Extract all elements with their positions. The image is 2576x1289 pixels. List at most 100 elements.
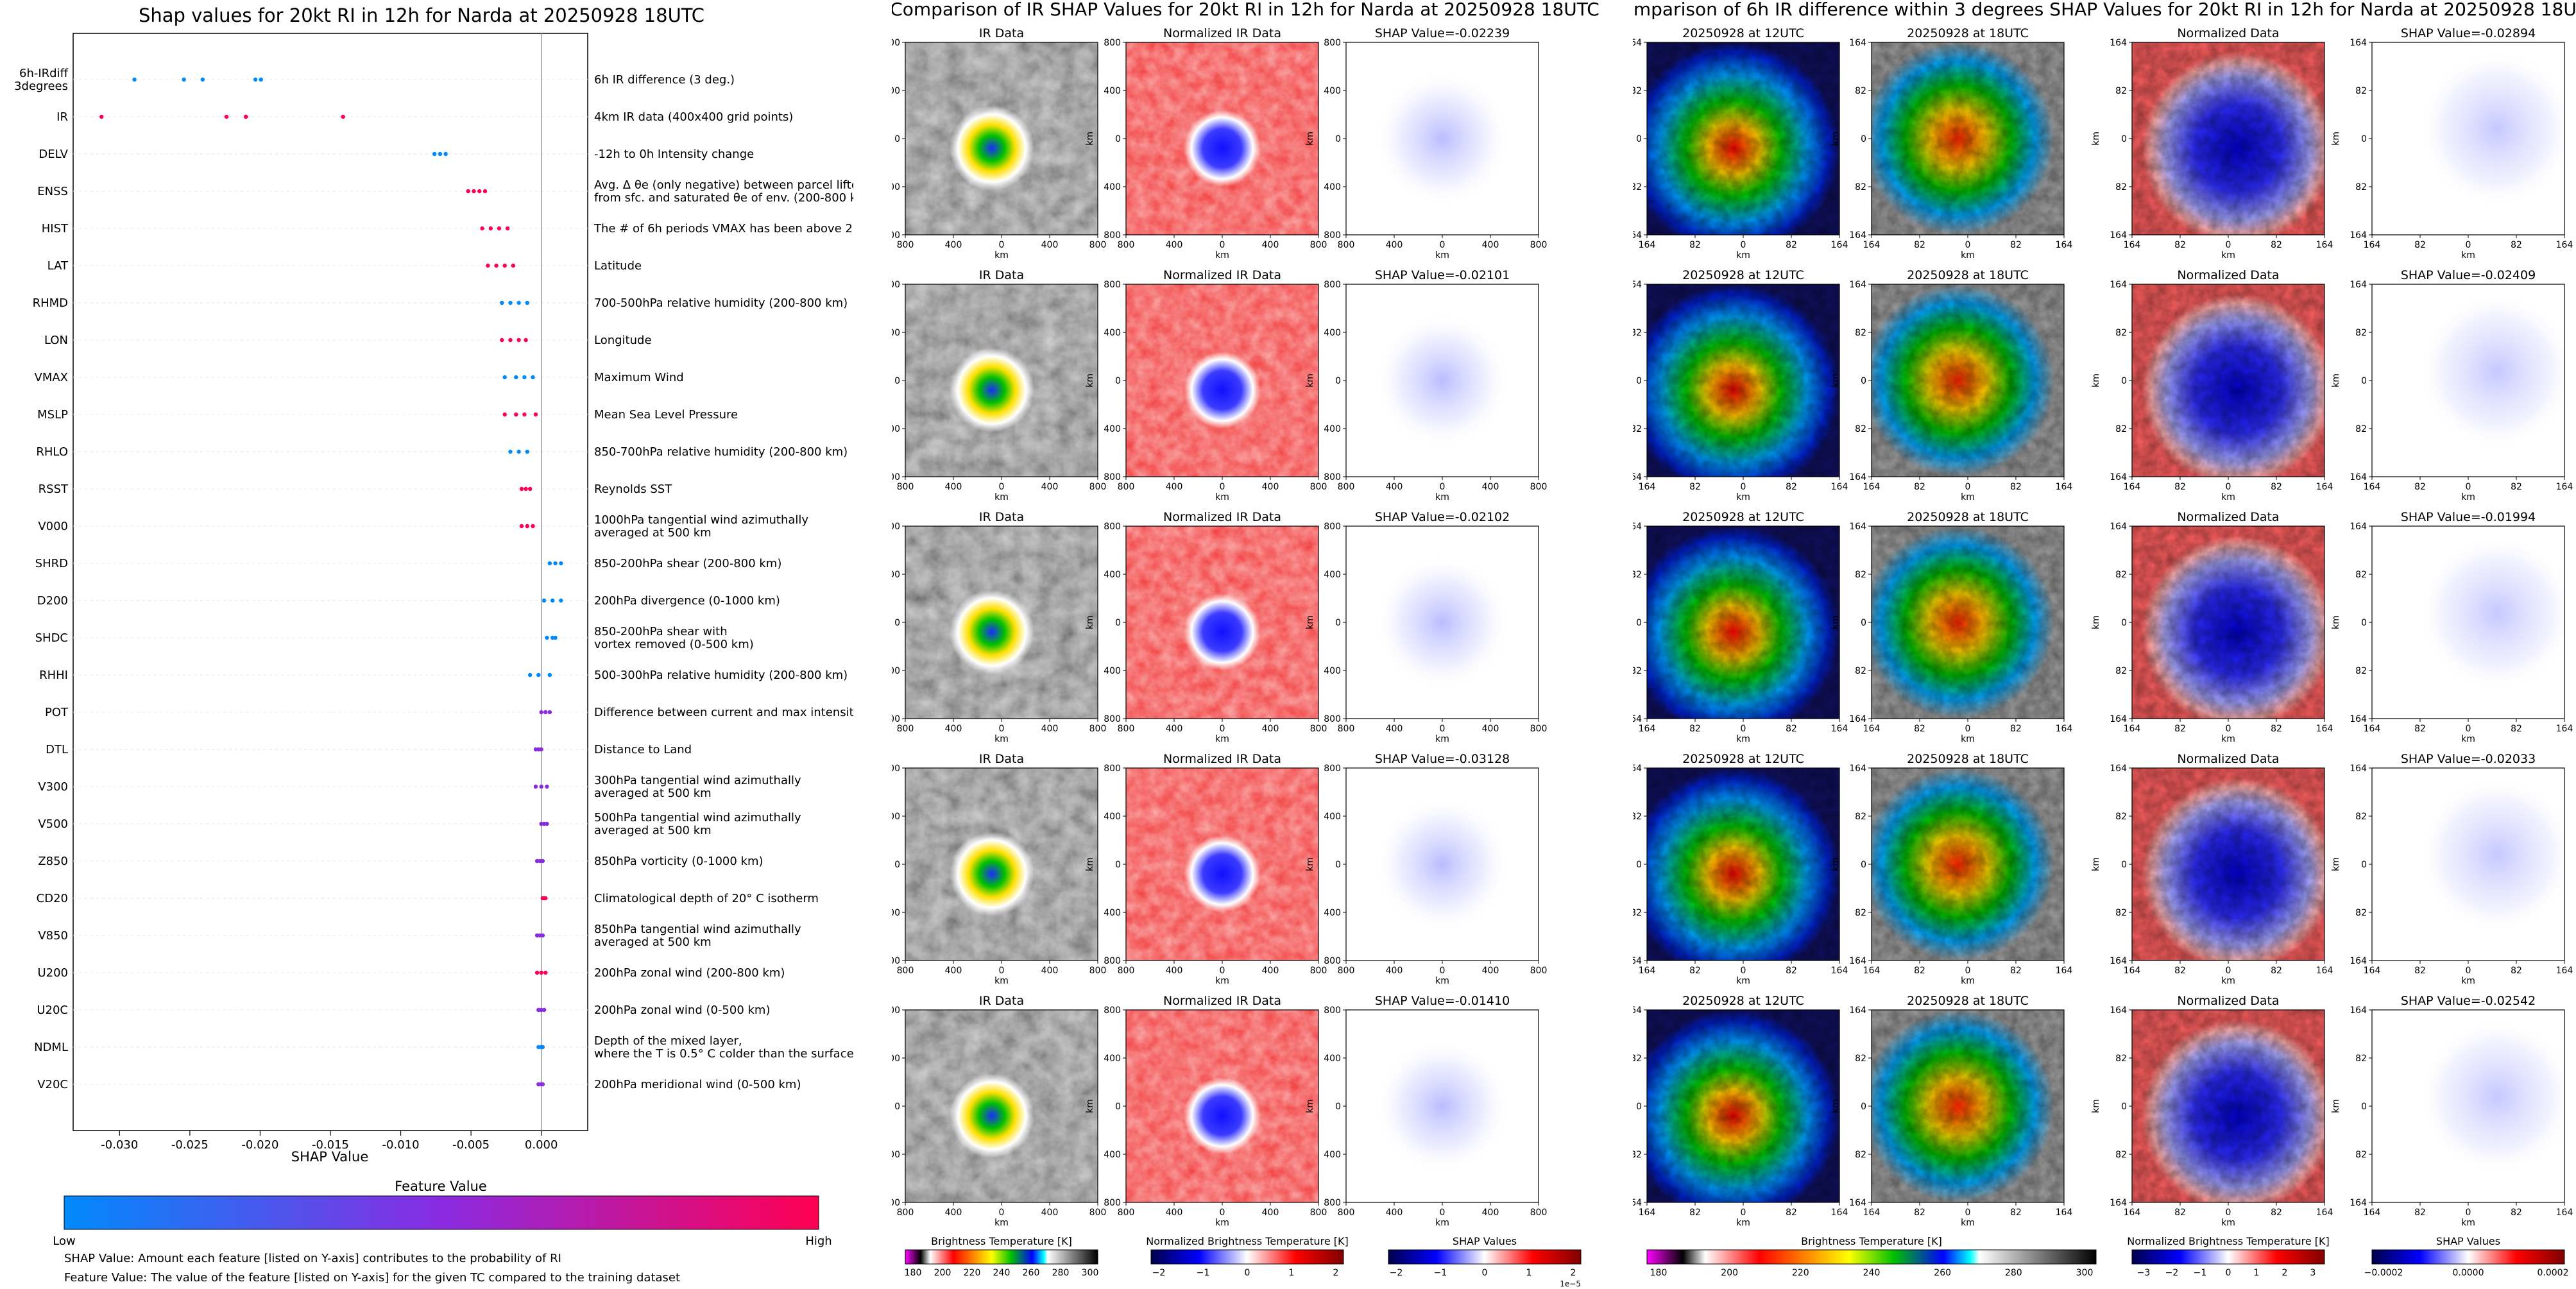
panel-y-tick-label: 0	[2361, 134, 2367, 144]
panel-y-tick-label: 800	[1324, 230, 1341, 241]
panel-x-tick-label: 800	[1310, 240, 1327, 250]
shap-point	[540, 858, 545, 864]
panel-y-axis-label: km	[2331, 132, 2341, 146]
panel-x-tick-label: 400	[1262, 966, 1279, 976]
colorbar-tick-label: 300	[1082, 1268, 1099, 1278]
panel-y-tick-label: 164	[1849, 280, 1866, 290]
shap-image-blob	[2372, 526, 2564, 719]
irdiff-shap-comparison: Comparison of 6h IR difference within 3 …	[1633, 0, 2576, 1278]
colorbar-tick-label: 1	[2254, 1268, 2260, 1278]
panel-y-tick-label: 0	[1335, 376, 1341, 386]
shap-point	[547, 672, 552, 678]
feature-description: The # of 6h periods VMAX has been above …	[593, 222, 853, 235]
panel-x-axis-label: km	[2221, 734, 2235, 744]
colorbar-tick-label: 200	[934, 1268, 951, 1278]
panel-y-tick-label: 800	[1324, 714, 1341, 724]
panel-y-tick-label: 82	[1855, 666, 1866, 676]
panel-title: Normalized IR Data	[1163, 994, 1281, 1008]
feature-label: RSST	[38, 482, 69, 496]
shap-point	[545, 635, 549, 640]
panel-x-tick-label: 82	[2271, 966, 2282, 976]
panel-title: 20250928 at 18UTC	[1907, 994, 2029, 1008]
feature-label: D200	[37, 594, 68, 608]
panel-x-tick-label: 82	[1914, 1208, 1925, 1218]
shap-point	[539, 1007, 543, 1012]
panel-x-tick-label: 164	[2316, 966, 2333, 976]
panel-x-tick-label: 82	[2414, 724, 2426, 734]
shap-image-blob	[2372, 42, 2564, 235]
panel-x-tick-label: 0	[1440, 482, 1446, 492]
panel-x-tick-label: 82	[1914, 482, 1925, 492]
panel-x-tick-label: 800	[1310, 1208, 1327, 1218]
panel-x-tick-label: 800	[1530, 240, 1548, 250]
panel-y-tick-label: 0	[1861, 860, 1866, 870]
panel-y-axis-label: km	[1830, 132, 1841, 146]
panel-x-tick-label: 0	[2226, 966, 2231, 976]
panel-y-axis-label: km	[2091, 1099, 2101, 1113]
feature-label: V850	[38, 929, 68, 943]
panel-y-tick-label: 400	[1324, 86, 1341, 96]
panel-x-tick-label: 164	[1831, 240, 1848, 250]
feature-label: HIST	[42, 222, 69, 235]
panel-x-tick-label: 164	[1639, 966, 1656, 976]
panel-x-tick-label: 82	[2010, 966, 2022, 976]
panel-x-axis-label: km	[2221, 1218, 2235, 1228]
panel-x-tick-label: 400	[1166, 1208, 1183, 1218]
panel-x-tick-label: 800	[1089, 1208, 1107, 1218]
feature-label: V500	[38, 817, 68, 831]
panel-x-axis-label: km	[1215, 734, 1229, 744]
panel-x-tick-label: 0	[1220, 724, 1225, 734]
shap-point	[438, 151, 443, 157]
shap-point	[480, 226, 484, 231]
feature-label: SHRD	[35, 557, 68, 570]
panel-y-axis-label: km	[1305, 373, 1315, 388]
panel-y-tick-label: 0	[2121, 618, 2127, 628]
panel-x-tick-label: 0	[2226, 482, 2231, 492]
panel-y-tick-label: 164	[2350, 956, 2367, 966]
shap-image-blob	[1346, 42, 1539, 235]
shap-point	[99, 114, 104, 119]
shap-point	[519, 524, 524, 529]
feature-label: Z850	[38, 855, 68, 868]
panel-x-tick-label: 400	[1386, 724, 1403, 734]
shap-point	[522, 375, 527, 380]
panel-x-axis-label: km	[2221, 250, 2235, 260]
panel-x-axis-label: km	[1215, 976, 1229, 986]
shap-point	[516, 300, 521, 305]
panel-y-tick-label: 400	[1324, 328, 1341, 338]
shap-point	[539, 710, 543, 715]
panel-y-tick-label: 164	[2350, 280, 2367, 290]
panel-x-tick-label: 0	[999, 240, 1005, 250]
panel-x-tick-label: 800	[1530, 482, 1548, 492]
feature-label: SHDC	[35, 631, 68, 645]
panel-y-tick-label: 82	[1855, 1054, 1866, 1064]
panel-x-tick-label: 164	[1639, 724, 1656, 734]
panel-title: SHAP Value=-0.03128	[1375, 752, 1510, 766]
panel-x-axis-label: km	[2221, 976, 2235, 986]
panel-y-tick-label: 800	[892, 472, 900, 482]
colorbar-tick-label: 2	[1333, 1268, 1339, 1278]
colorbar-tick-label: −1	[1197, 1268, 1210, 1278]
panel-y-tick-label: 164	[2110, 522, 2127, 532]
panel-title: IR Data	[979, 994, 1024, 1008]
panel-y-axis-label: km	[1305, 132, 1315, 146]
shap-point	[536, 1007, 541, 1012]
shap-point	[547, 561, 552, 566]
shap-point	[341, 114, 345, 119]
panel-y-tick-label: 0	[2361, 1102, 2367, 1112]
panel-x-tick-label: 164	[2056, 966, 2073, 976]
colorbar-tick-label: 180	[905, 1268, 922, 1278]
panel-x-axis-label: km	[1215, 492, 1229, 502]
panel-x-tick-label: 800	[1338, 724, 1355, 734]
panel-image-texture	[2132, 42, 2324, 235]
panel-y-tick-label: 0	[1335, 618, 1341, 628]
